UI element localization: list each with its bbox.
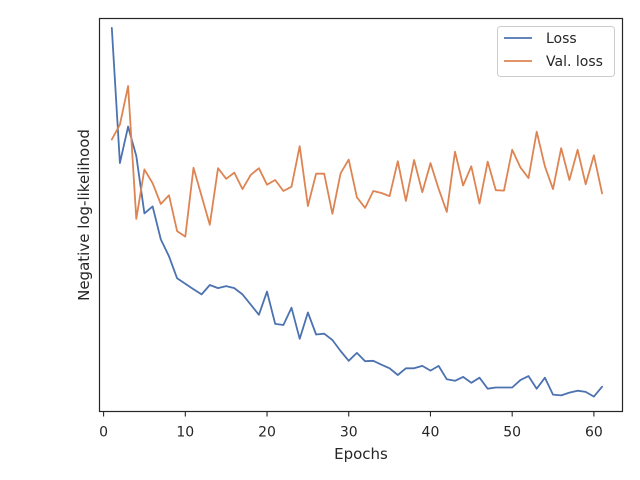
- series-line-val-loss: [110, 85, 603, 238]
- y-axis-label: Negative log-likelihood: [75, 129, 93, 301]
- legend-label-loss: Loss: [546, 31, 577, 47]
- x-tick-label: 20: [258, 425, 276, 441]
- legend-box: [497, 26, 615, 77]
- legend-label-val-loss: Val. loss: [546, 54, 603, 70]
- x-axis: 0 10 20 30 40 50 60: [99, 411, 603, 441]
- x-tick-label: 60: [585, 425, 603, 441]
- x-tick-label: 50: [503, 425, 521, 441]
- legend: Loss Val. loss: [497, 26, 615, 77]
- plot-area: [98, 17, 624, 413]
- x-axis-label: Epochs: [334, 445, 388, 463]
- x-tick-label: 10: [176, 425, 194, 441]
- x-tick-label: 30: [340, 425, 358, 441]
- series-line-loss: [110, 26, 603, 398]
- series-group: [110, 26, 603, 398]
- x-tick-label: 40: [422, 425, 440, 441]
- x-tick-label: 0: [99, 425, 108, 441]
